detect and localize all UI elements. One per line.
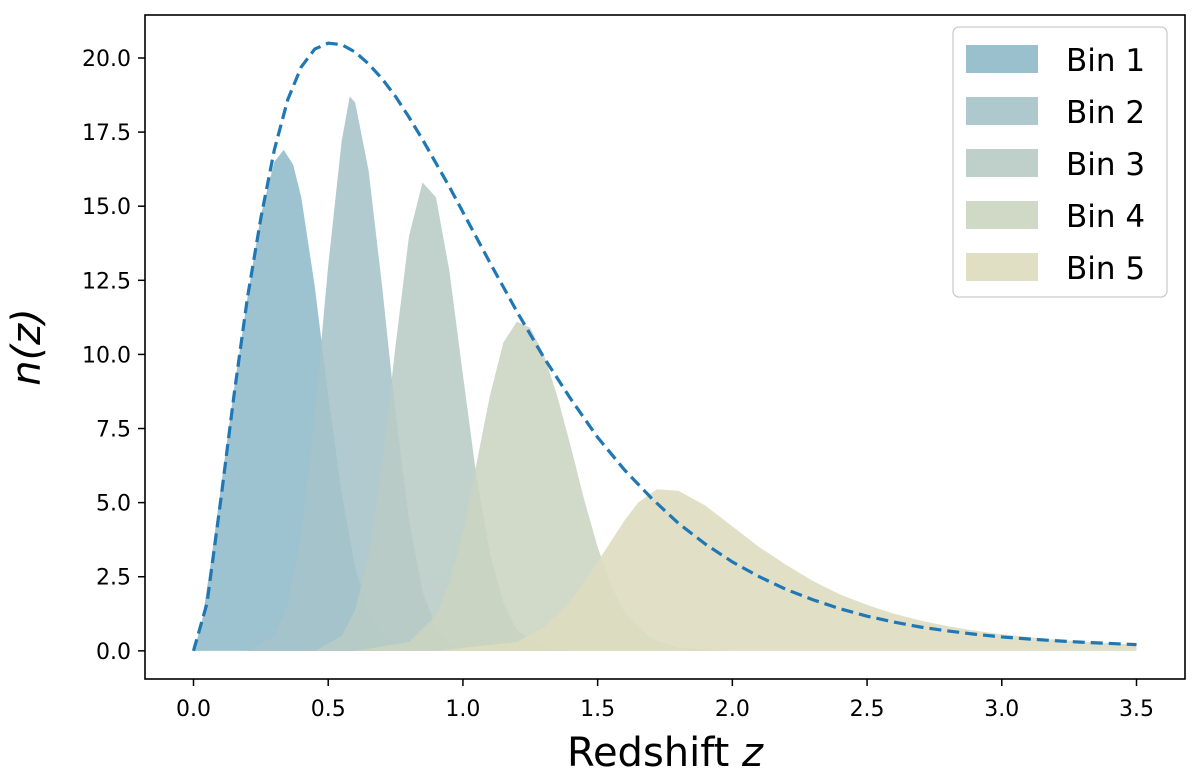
plot-frame [144,14,1186,680]
legend-label-bin-5: Bin 5 [1066,251,1145,287]
x-tick-label: 3.5 [1119,697,1154,722]
x-tick-label: 0.5 [311,697,346,722]
area-bin-5 [435,489,1137,651]
x-axis: 0.0 0.5 1.0 1.5 2.0 2.5 3.0 3.5 [176,679,1154,722]
y-tick-label: 12.5 [82,269,131,294]
x-tick-label: 1.5 [580,697,615,722]
legend-label-bin-2: Bin 2 [1066,95,1145,131]
legend-swatch-bin-1 [966,45,1038,73]
legend-label-bin-4: Bin 4 [1066,199,1145,235]
legend-label-bin-1: Bin 1 [1066,43,1145,79]
bin-fills [193,96,1137,651]
y-tick-label: 0.0 [96,640,131,665]
area-bin-4 [355,321,733,651]
area-bin-3 [314,182,571,651]
x-tick-label: 3.0 [984,697,1019,722]
x-tick-label: 0.0 [176,697,211,722]
legend-box [952,26,1168,298]
legend-label-bin-3: Bin 3 [1066,147,1145,183]
y-tick-label: 2.5 [96,566,131,591]
x-tick-label: 2.0 [715,697,750,722]
x-tick-label: 2.5 [850,697,885,722]
y-tick-label: 5.0 [96,492,131,517]
y-tick-label: 17.5 [82,121,131,146]
legend-swatch-bin-4 [966,201,1038,229]
y-axis-label: n(z) [4,308,50,386]
x-axis-label: Redshift z [567,730,764,773]
legend-swatch-bin-3 [966,149,1038,177]
y-tick-label: 7.5 [96,418,131,443]
area-bin-1 [193,149,436,651]
legend-swatch-bin-5 [966,253,1038,281]
area-bin-2 [247,96,463,651]
x-tick-label: 1.0 [445,697,480,722]
y-tick-label: 10.0 [82,343,131,368]
total-distribution-line [191,41,1137,652]
legend: Bin 1 Bin 2 Bin 3 Bin 4 Bin 5 [952,26,1168,298]
y-tick-label: 15.0 [82,195,131,220]
y-axis: 0.0 2.5 5.0 7.5 10.0 12.5 15.0 17.5 20.0 [82,47,145,665]
y-tick-label: 20.0 [82,47,131,72]
legend-swatch-bin-2 [966,97,1038,125]
